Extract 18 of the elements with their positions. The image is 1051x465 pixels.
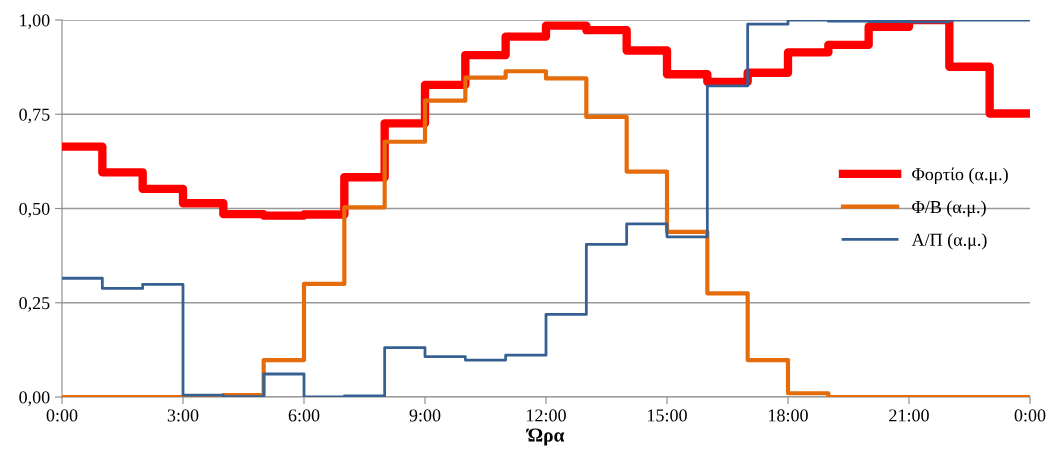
x-tick-label: 21:00 [889, 409, 929, 422]
x-axis-title: Ώρα [526, 428, 565, 446]
y-tick-label: 0,50 [19, 202, 50, 218]
x-tick-label: 0:00 [46, 409, 78, 422]
legend-label: Φορτίο (α.μ.) [912, 167, 1008, 185]
y-tick-label: 0,00 [19, 391, 50, 407]
x-tick-label: 18:00 [769, 409, 808, 422]
y-tick-label: 0,25 [19, 297, 50, 312]
x-tick-label: 15:00 [648, 409, 687, 422]
legend-label: Α/Π (α.μ.) [911, 233, 987, 250]
x-tick-label: 9:00 [409, 409, 441, 422]
y-tick-label: 0,75 [19, 108, 50, 124]
y-tick-label: 1,00 [20, 14, 50, 30]
x-tick-label: 3:00 [167, 409, 199, 422]
x-tick-label: 6:00 [288, 409, 320, 422]
x-tick-label: 0:00 [1014, 409, 1046, 422]
x-tick-label: 12:00 [527, 409, 566, 422]
legend-label: Φ/Β (α.μ.) [912, 200, 986, 217]
